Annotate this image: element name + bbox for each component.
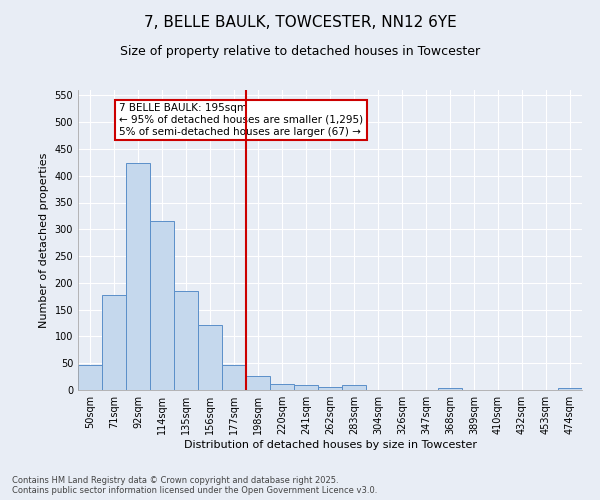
Text: 7, BELLE BAULK, TOWCESTER, NN12 6YE: 7, BELLE BAULK, TOWCESTER, NN12 6YE [143, 15, 457, 30]
Bar [126, 163, 150, 390]
Text: Size of property relative to detached houses in Towcester: Size of property relative to detached ho… [120, 45, 480, 58]
Bar [342, 384, 366, 390]
Bar [78, 366, 102, 390]
Y-axis label: Number of detached properties: Number of detached properties [39, 152, 49, 328]
Bar [294, 384, 318, 390]
Bar [246, 376, 270, 390]
Bar [198, 324, 222, 390]
Bar [222, 366, 246, 390]
X-axis label: Distribution of detached houses by size in Towcester: Distribution of detached houses by size … [184, 440, 476, 450]
Bar [102, 295, 126, 390]
Bar [558, 388, 582, 390]
Bar [318, 387, 342, 390]
Bar [150, 221, 174, 390]
Bar [270, 384, 294, 390]
Text: 7 BELLE BAULK: 195sqm
← 95% of detached houses are smaller (1,295)
5% of semi-de: 7 BELLE BAULK: 195sqm ← 95% of detached … [119, 104, 363, 136]
Text: Contains HM Land Registry data © Crown copyright and database right 2025.
Contai: Contains HM Land Registry data © Crown c… [12, 476, 377, 495]
Bar [438, 388, 462, 390]
Bar [174, 291, 198, 390]
